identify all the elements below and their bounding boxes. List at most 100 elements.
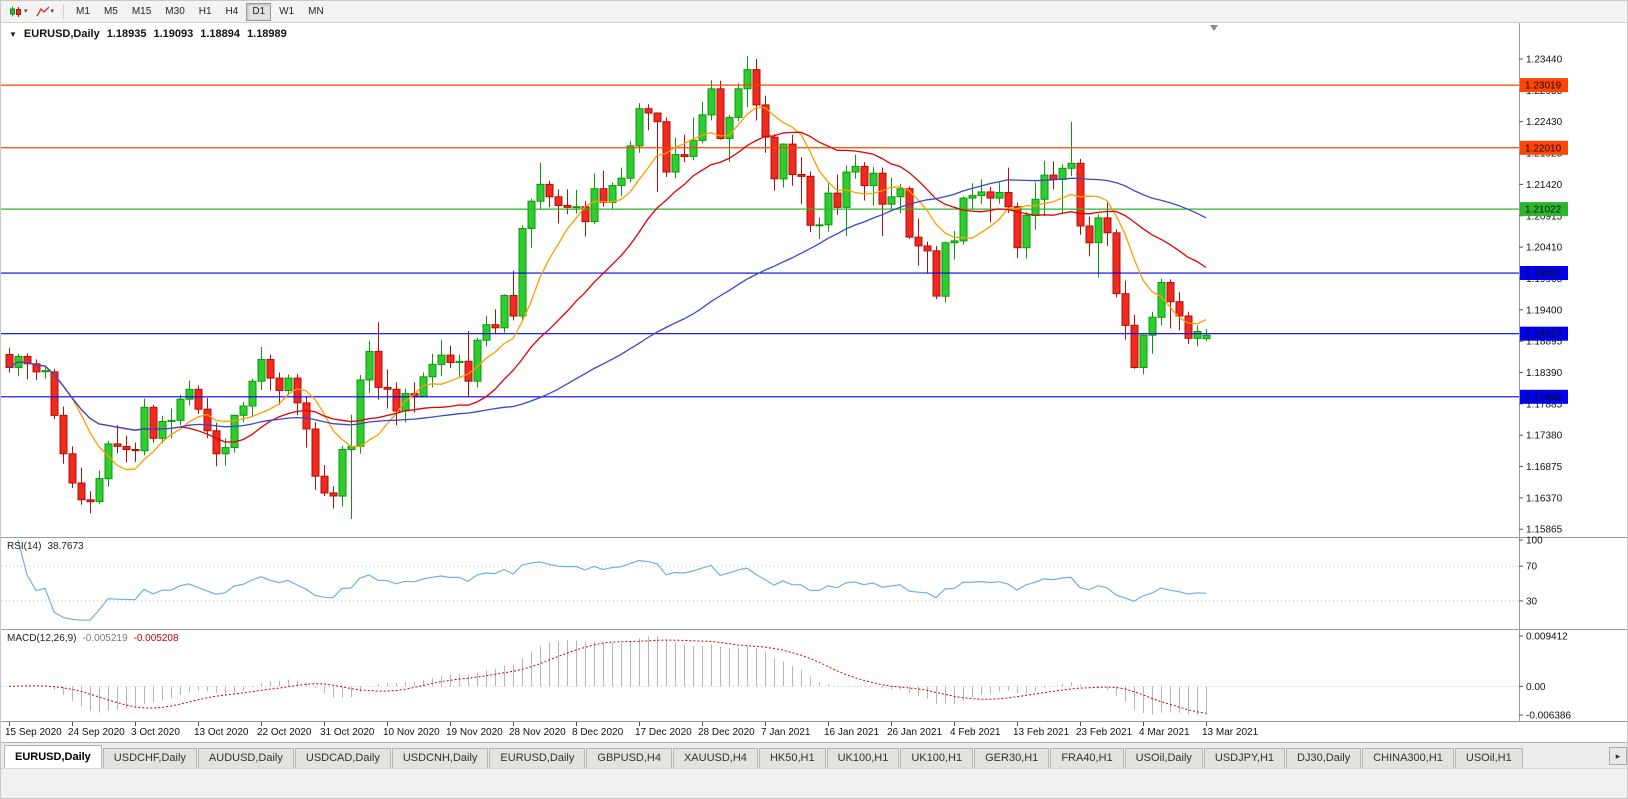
chart-tab-audusd-daily[interactable]: AUDUSD,Daily xyxy=(197,748,294,768)
candle-body xyxy=(815,224,824,227)
candle-body xyxy=(977,191,986,197)
chart-tab-usdcnh-daily[interactable]: USDCNH,Daily xyxy=(391,748,489,768)
chart-tab-fra40-h1[interactable]: FRA40,H1 xyxy=(1050,748,1124,768)
candle-body xyxy=(509,295,518,317)
chart-tab-usdchf-daily[interactable]: USDCHF,Daily xyxy=(102,748,197,768)
price-tick-label: 1.17380 xyxy=(1526,431,1563,442)
chart-tab-usdjpy-h1[interactable]: USDJPY,H1 xyxy=(1203,748,1286,768)
rsi-name: RSI(14) xyxy=(7,541,42,552)
ohlc-low-value: 1.18894 xyxy=(200,28,241,40)
chart-tab-eurusd-daily[interactable]: EURUSD,Daily xyxy=(4,745,102,768)
candle-body xyxy=(167,419,176,422)
chart-tab-uk100-h1[interactable]: UK100,H1 xyxy=(900,748,974,768)
chart-tab-gbpusd-h4[interactable]: GBPUSD,H4 xyxy=(586,748,672,768)
timeframe-button-d1[interactable]: D1 xyxy=(246,2,272,21)
price-tag-label: 1.19992 xyxy=(1525,269,1562,280)
chart-tab-usoil-h1[interactable]: USOil,H1 xyxy=(1454,748,1523,768)
timeframe-button-h4[interactable]: H4 xyxy=(220,3,245,21)
chart-title: ▼ EURUSD,Daily 1.18935 1.19093 1.18894 1… xyxy=(9,28,287,40)
candle-body xyxy=(194,388,203,410)
candle-body xyxy=(905,188,914,238)
price-tag-label: 1.17998 xyxy=(1525,392,1562,403)
ohlc-open-value: 1.18935 xyxy=(106,28,147,40)
chart-tab-hk50-h1[interactable]: HK50,H1 xyxy=(758,748,826,768)
indicators-dropdown-button[interactable]: ▾ xyxy=(32,3,59,21)
candle-body xyxy=(446,354,455,364)
date-label: 8 Dec 2020 xyxy=(572,727,624,738)
timeframe-button-m30[interactable]: M30 xyxy=(159,3,190,21)
candle-body xyxy=(734,88,743,118)
candle-body xyxy=(761,104,770,138)
date-label: 22 Oct 2020 xyxy=(257,727,312,738)
date-label: 15 Sep 2020 xyxy=(5,727,62,738)
candle-body xyxy=(1094,217,1103,244)
candle-body xyxy=(1175,301,1184,317)
chart-tab-xauusd-h4[interactable]: XAUUSD,H4 xyxy=(672,748,758,768)
candle-body xyxy=(131,449,140,452)
candle-body xyxy=(1193,331,1202,339)
date-label: 13 Oct 2020 xyxy=(194,727,249,738)
timeframe-button-w1[interactable]: W1 xyxy=(273,3,300,21)
candle-body xyxy=(986,191,995,199)
candle-body xyxy=(1130,324,1139,368)
candle-body xyxy=(923,245,932,252)
chart-tab-uk100-h1[interactable]: UK100,H1 xyxy=(826,748,900,768)
chart-type-dropdown-button[interactable]: ▾ xyxy=(5,3,32,21)
chart-tab-ger30-h1[interactable]: GER30,H1 xyxy=(974,748,1050,768)
timeframe-button-m5[interactable]: M5 xyxy=(98,3,124,21)
candle-body xyxy=(635,108,644,147)
candle-body xyxy=(797,174,806,177)
chart-tab-usoil-daily[interactable]: USOil,Daily xyxy=(1124,748,1203,768)
timeframe-button-m15[interactable]: M15 xyxy=(126,3,157,21)
candle-body xyxy=(1076,162,1085,227)
chart-tab-china300-h1[interactable]: CHINA300,H1 xyxy=(1362,748,1454,768)
date-label: 16 Jan 2021 xyxy=(824,727,879,738)
candle-body xyxy=(860,165,869,187)
candle-body xyxy=(1148,316,1157,336)
chart-context-arrow-icon[interactable]: ▼ xyxy=(9,29,17,39)
chart-area[interactable]: 1.234401.229351.224301.219251.214201.209… xyxy=(1,23,1628,742)
line-chart-icon xyxy=(35,6,49,17)
timeframe-button-h1[interactable]: H1 xyxy=(193,3,218,21)
macd-signal-value: -0.005208 xyxy=(133,633,179,644)
candle-body xyxy=(995,192,1004,199)
candle-body xyxy=(149,406,158,439)
candle-body xyxy=(833,192,842,208)
date-label: 31 Oct 2020 xyxy=(320,727,375,738)
candle-body xyxy=(626,145,635,179)
candle-body xyxy=(518,228,527,317)
candle-body xyxy=(203,408,212,432)
candle-body xyxy=(1058,167,1067,181)
date-label: 19 Nov 2020 xyxy=(446,727,503,738)
candle-body xyxy=(572,206,581,209)
tab-scroll-right-button[interactable]: ▸ xyxy=(1609,747,1627,765)
candle-body xyxy=(1031,198,1040,216)
timeframe-button-m1[interactable]: M1 xyxy=(70,3,96,21)
candle-body xyxy=(617,177,626,187)
candle-body xyxy=(1103,217,1112,234)
date-label: 13 Feb 2021 xyxy=(1013,727,1070,738)
chart-tab-dj30-daily[interactable]: DJ30,Daily xyxy=(1286,748,1362,768)
date-label: 3 Oct 2020 xyxy=(131,727,180,738)
price-tick-label: 1.16370 xyxy=(1526,493,1563,504)
candle-body xyxy=(437,354,446,365)
price-tag-label: 1.21022 xyxy=(1525,205,1562,216)
chart-tab-eurusd-daily[interactable]: EURUSD,Daily xyxy=(489,748,586,768)
candle-body xyxy=(23,355,32,365)
macd-signal-line xyxy=(8,639,1207,714)
rsi-line xyxy=(17,539,1207,621)
candlestick-chart-icon xyxy=(10,6,21,17)
price-chart-canvas[interactable]: 1.234401.229351.224301.219251.214201.209… xyxy=(1,23,1628,742)
candle-body xyxy=(329,492,338,497)
timeframe-button-mn[interactable]: MN xyxy=(302,3,330,21)
price-tick-label: 1.18895 xyxy=(1526,337,1563,348)
candle-body xyxy=(104,443,113,480)
candle-body xyxy=(878,172,887,205)
price-tag xyxy=(1520,140,1568,155)
candle-body xyxy=(563,205,572,208)
candle-body xyxy=(671,154,680,173)
chart-tab-usdcad-daily[interactable]: USDCAD,Daily xyxy=(294,748,391,768)
date-label: 17 Dec 2020 xyxy=(635,727,692,738)
candle-body xyxy=(770,136,779,180)
candle-body xyxy=(536,183,545,202)
